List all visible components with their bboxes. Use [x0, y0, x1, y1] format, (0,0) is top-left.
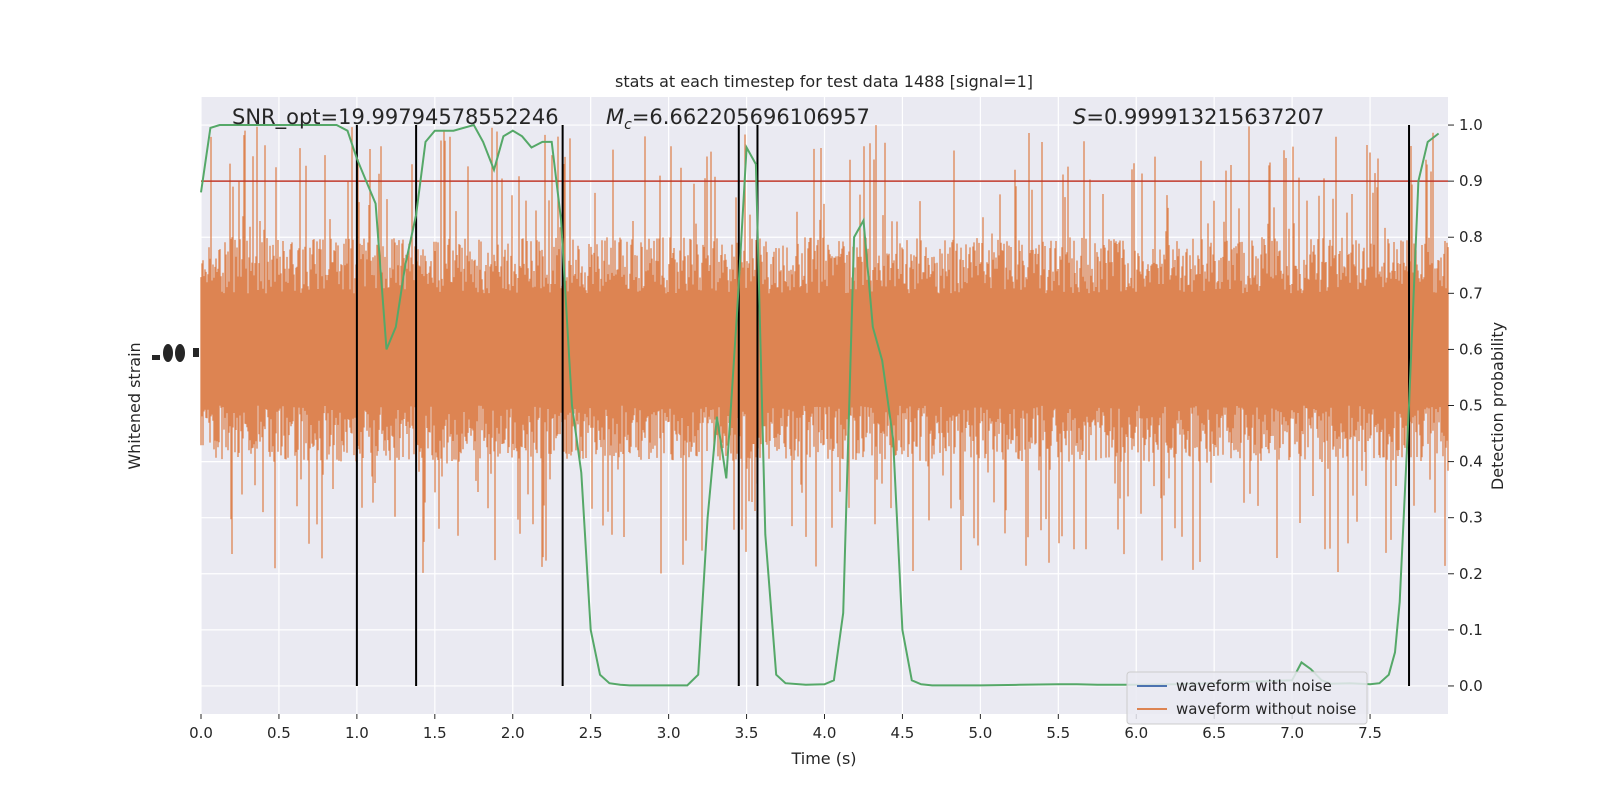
x-tick-label-8: 4.0	[813, 724, 837, 742]
x-tick-label-14: 7.0	[1280, 724, 1304, 742]
legend: waveform with noise waveform without noi…	[1126, 671, 1368, 725]
waveform-without-noise-series	[200, 125, 1449, 574]
legend-frame	[1126, 671, 1368, 725]
snr-annotation: SNR_opt=19.99794578552246	[232, 105, 559, 130]
legend-label-noise: waveform with noise	[1176, 677, 1332, 695]
y-tick-label-2: 0.2	[1459, 565, 1483, 583]
y-tick-label-5: 0.5	[1459, 397, 1483, 415]
y-tick-label-7: 0.7	[1459, 284, 1483, 302]
x-tick-label-3: 1.5	[423, 724, 447, 742]
chirp-mass-annotation: Mc=6.662205696106957	[606, 105, 870, 133]
y-tick-label-3: 0.3	[1459, 509, 1483, 527]
chart-title: stats at each timestep for test data 148…	[615, 72, 1033, 91]
x-tick-label-11: 5.5	[1046, 724, 1070, 742]
x-tick-label-0: 0.0	[189, 724, 213, 742]
x-tick-label-5: 2.5	[579, 724, 603, 742]
y-axis-right-ticks: 0.0 0.1 0.2 0.3 0.4 0.5 0.6 0.7 0.8 0.9 1.0	[1448, 116, 1483, 695]
x-tick-label-6: 3.0	[657, 724, 681, 742]
y-tick-label-10: 1.0	[1459, 116, 1483, 134]
y-tick-label-8: 0.8	[1459, 228, 1483, 246]
x-tick-label-10: 5.0	[968, 724, 992, 742]
x-tick-label-12: 6.0	[1124, 724, 1148, 742]
y-tick-label-0: 0.0	[1459, 677, 1483, 695]
y-tick-label-6: 0.6	[1459, 340, 1483, 358]
y-tick-label-9: 0.9	[1459, 172, 1483, 190]
chirp-mass-symbol: M	[606, 105, 624, 129]
x-tick-label-7: 3.5	[735, 724, 759, 742]
y-axis-left-label: Whitened strain	[125, 342, 144, 469]
x-axis-ticks: 0.0 0.5 1.0 1.5 2.0 2.5 3.0 3.5 4.0 4.5 5.0 5.5 6.0 6…	[189, 714, 1382, 742]
x-tick-label-13: 6.5	[1202, 724, 1226, 742]
waveform-without-noise-trace	[200, 125, 1449, 574]
y-axis-right-label: Detection probability	[1488, 322, 1507, 490]
x-tick-label-15: 7.5	[1358, 724, 1382, 742]
y-tick-label-1: 0.1	[1459, 621, 1483, 639]
x-tick-label-4: 2.0	[501, 724, 525, 742]
y-tick-label-4: 0.4	[1459, 453, 1483, 471]
s-symbol: S	[1073, 105, 1086, 129]
x-tick-label-1: 0.5	[267, 724, 291, 742]
chirp-mass-subscript: c	[624, 117, 632, 133]
x-tick-label-2: 1.0	[345, 724, 369, 742]
left-axis-cluttered-ticks	[152, 344, 199, 362]
s-annotation: S=0.999913215637207	[1073, 105, 1324, 129]
x-tick-label-9: 4.5	[891, 724, 915, 742]
x-axis-label: Time (s)	[790, 749, 856, 768]
s-value: =0.999913215637207	[1086, 105, 1324, 129]
legend-label-clean: waveform without noise	[1176, 700, 1356, 718]
chirp-mass-value: =6.662205696106957	[632, 105, 870, 129]
